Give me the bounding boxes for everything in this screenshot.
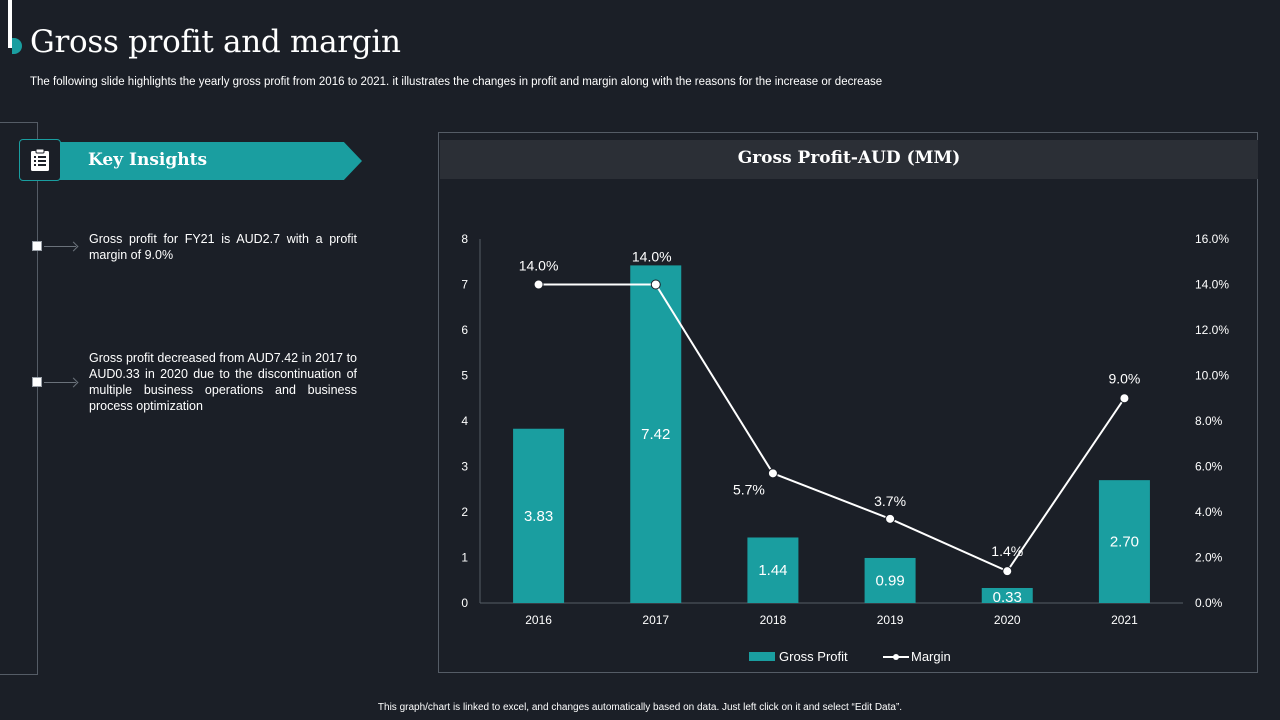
page-subtitle: The following slide highlights the yearl… [30, 76, 883, 88]
bullet-arrow-1 [44, 246, 76, 247]
bullet-arrow-2 [44, 382, 76, 383]
bullet-marker-2 [32, 377, 42, 387]
footer-note: This graph/chart is linked to excel, and… [377, 702, 903, 713]
title-accent-dot [12, 38, 22, 54]
insights-frame [0, 122, 38, 675]
insights-icon-box [19, 139, 61, 181]
insight-text-1: Gross profit for FY21 is AUD2.7 with a p… [89, 232, 357, 262]
insights-heading: Key Insights [88, 150, 208, 170]
chart-frame [438, 132, 1258, 673]
chart-title: Gross Profit-AUD (MM) [737, 148, 961, 168]
bullet-marker-1 [32, 241, 42, 251]
clipboard-icon [31, 148, 49, 171]
page-title: Gross profit and margin [30, 24, 401, 60]
chart-header [440, 140, 1258, 179]
insight-text-2: Gross profit decreased from AUD7.42 in 2… [89, 351, 357, 413]
title-accent-bar [8, 0, 12, 48]
insights-banner [60, 142, 362, 180]
